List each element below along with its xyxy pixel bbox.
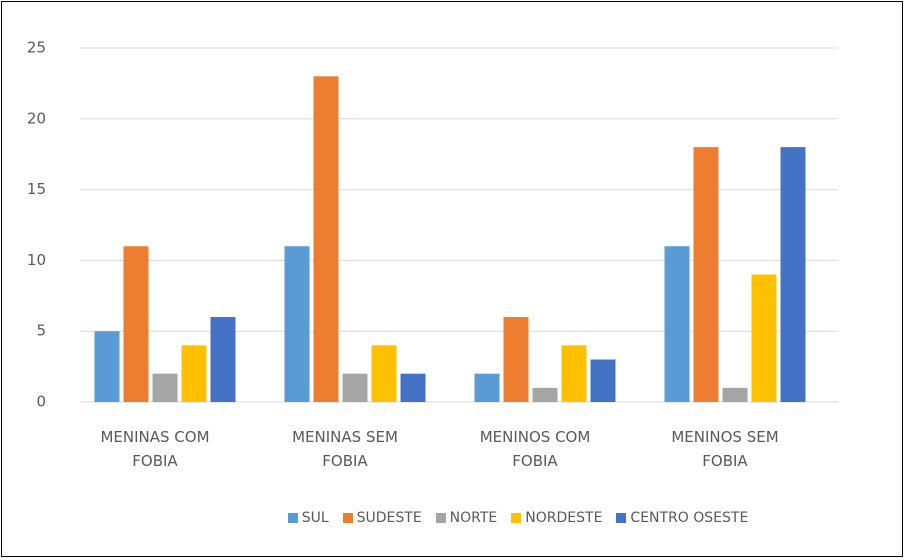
bar [400, 373, 426, 402]
x-tick-label: MENINOS SEM FOBIA [671, 428, 779, 470]
legend-label: NORDESTE [525, 510, 603, 526]
legend-item: SUL [287, 510, 329, 526]
bar [503, 317, 529, 402]
bar [751, 274, 777, 402]
legend-swatch [287, 513, 298, 523]
y-tick-label: 5 [36, 322, 46, 340]
legend-item: NORTE [435, 510, 498, 526]
bar [284, 246, 310, 402]
bar [342, 373, 368, 402]
bar [152, 373, 178, 402]
x-tick-label: MENINOS COM FOBIA [479, 428, 591, 470]
x-tick-label: MENINAS SEM FOBIA [292, 428, 398, 470]
x-tick-label: MENINAS COM FOBIA [100, 428, 210, 470]
bar [780, 147, 806, 402]
bar [693, 147, 719, 402]
bar [532, 387, 558, 402]
bar [664, 246, 690, 402]
legend-swatch [342, 513, 353, 523]
bar [722, 387, 748, 402]
y-tick-label: 10 [27, 251, 46, 269]
legend: SUL SUDESTE NORTE NORDESTE CENTRO OSESTE [0, 510, 906, 526]
y-tick-label: 0 [36, 393, 46, 411]
legend-item: SUDESTE [342, 510, 422, 526]
bar [561, 345, 587, 402]
legend-label: CENTRO OSESTE [630, 510, 749, 526]
legend-label: NORTE [449, 510, 498, 526]
bar [123, 246, 149, 402]
legend-swatch [511, 513, 522, 523]
legend-item: NORDESTE [511, 510, 602, 526]
bar [474, 373, 500, 402]
bar [210, 317, 236, 402]
legend-item: CENTRO OSESTE [616, 510, 748, 526]
legend-swatch [616, 513, 627, 523]
legend-swatch [435, 513, 446, 523]
y-tick-label: 15 [27, 180, 46, 198]
bar [371, 345, 397, 402]
bar [313, 76, 339, 402]
legend-label: SUL [301, 510, 329, 526]
y-tick-label: 20 [27, 109, 46, 127]
y-tick-label: 25 [27, 39, 46, 57]
bar [181, 345, 207, 402]
legend-label: SUDESTE [356, 510, 422, 526]
bar [590, 359, 616, 402]
bar [94, 331, 120, 402]
